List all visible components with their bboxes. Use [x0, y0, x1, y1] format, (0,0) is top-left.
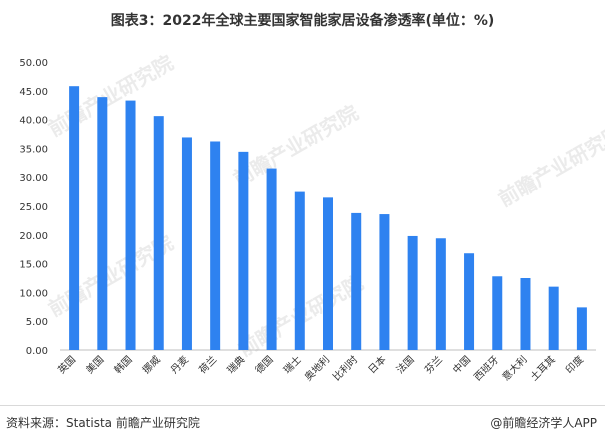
chart-title: 图表3：2022年全球主要国家智能家居设备渗透率(单位：%)	[110, 13, 495, 29]
x-tick-label: 挪威	[140, 353, 163, 376]
x-tick-label: 中国	[450, 353, 473, 376]
bar	[548, 286, 559, 350]
footer-divider	[0, 405, 605, 406]
bar	[97, 97, 108, 350]
y-tick-label: 50.00	[19, 58, 48, 69]
bar	[464, 253, 475, 350]
x-tick-label: 丹麦	[168, 354, 191, 377]
x-tick-label: 意大利	[499, 353, 529, 383]
x-tick-label: 土耳其	[527, 353, 557, 383]
bar	[492, 276, 503, 350]
x-tick-label: 德国	[252, 353, 275, 376]
y-tick-label: 45.00	[19, 87, 48, 98]
bar	[323, 197, 333, 350]
x-tick-label: 韩国	[111, 353, 134, 376]
x-tick-label: 印度	[563, 353, 586, 376]
x-tick-label: 美国	[83, 353, 106, 376]
brand-label: @前瞻经济学人APP	[490, 416, 597, 430]
x-tick-label: 荷兰	[196, 353, 219, 376]
y-tick-label: 5.00	[26, 317, 48, 328]
bar	[69, 86, 80, 350]
x-tick-label: 奥地利	[302, 353, 332, 383]
y-tick-label: 10.00	[19, 288, 48, 299]
x-tick-label: 英国	[55, 353, 78, 376]
y-tick-label: 15.00	[19, 260, 48, 271]
x-tick-label: 瑞士	[281, 353, 304, 376]
x-tick-label: 日本	[365, 353, 388, 376]
bar	[153, 116, 164, 350]
bar	[520, 278, 531, 350]
bar	[351, 212, 362, 350]
bar	[238, 151, 249, 350]
y-tick-label: 30.00	[19, 173, 48, 184]
bar	[181, 137, 192, 350]
y-tick-label: 25.00	[19, 202, 48, 213]
bar	[576, 307, 587, 350]
bar	[435, 238, 446, 350]
source-note: 资料来源：Statista 前瞻产业研究院	[6, 416, 200, 430]
x-tick-label: 西班牙	[472, 354, 502, 384]
bar	[210, 141, 221, 350]
bar	[294, 191, 305, 350]
x-tick-label: 芬兰	[422, 353, 445, 376]
x-tick-label: 法国	[393, 353, 416, 376]
y-tick-label: 20.00	[19, 231, 48, 242]
bar	[125, 100, 136, 350]
bar-chart: 0.00 5.00 10.00 15.00 20.00 25.00 30.00 35.00 40…	[19, 58, 596, 384]
y-tick-label: 40.00	[19, 116, 48, 127]
bar	[266, 168, 277, 350]
bar	[379, 214, 390, 350]
y-tick-label: 35.00	[19, 144, 48, 155]
x-tick-label: 比利时	[331, 354, 361, 384]
bar	[407, 235, 418, 350]
y-tick-label: 0.00	[26, 346, 48, 357]
x-tick-label: 瑞典	[224, 353, 247, 376]
